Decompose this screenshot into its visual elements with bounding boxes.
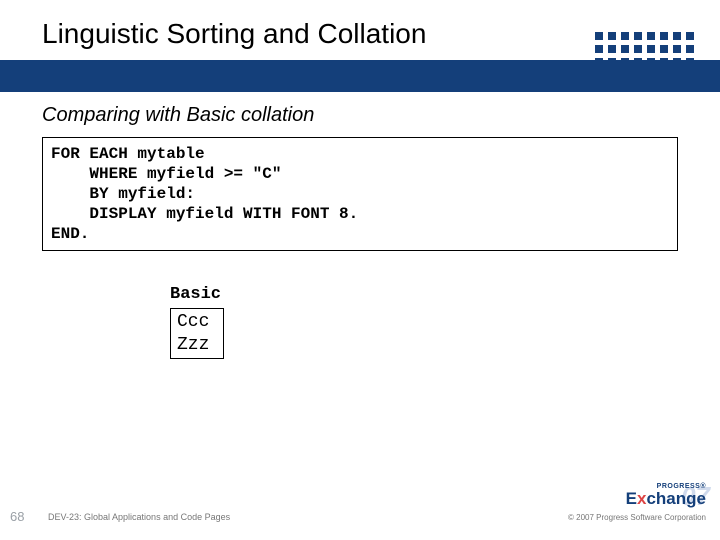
footer: 68 DEV-23: Global Applications and Code …	[0, 490, 720, 530]
logo-brand: Exchange 07	[626, 490, 706, 507]
logo-pre: E	[626, 489, 637, 508]
code-block: FOR EACH mytable WHERE myfield >= "C" BY…	[42, 137, 678, 251]
header-band	[0, 60, 720, 92]
progress-exchange-logo: PROGRESS® Exchange 07	[626, 483, 706, 508]
result-label: Basic	[170, 285, 720, 304]
decorative-dots	[595, 32, 696, 94]
page-number: 68	[10, 509, 24, 524]
result-box: Ccc Zzz	[170, 308, 224, 359]
result-area: Basic Ccc Zzz	[170, 285, 720, 359]
logo-post: change	[646, 489, 706, 508]
subtitle: Comparing with Basic collation	[0, 92, 720, 137]
copyright: © 2007 Progress Software Corporation	[568, 513, 706, 522]
footer-session: DEV-23: Global Applications and Code Pag…	[48, 512, 230, 522]
